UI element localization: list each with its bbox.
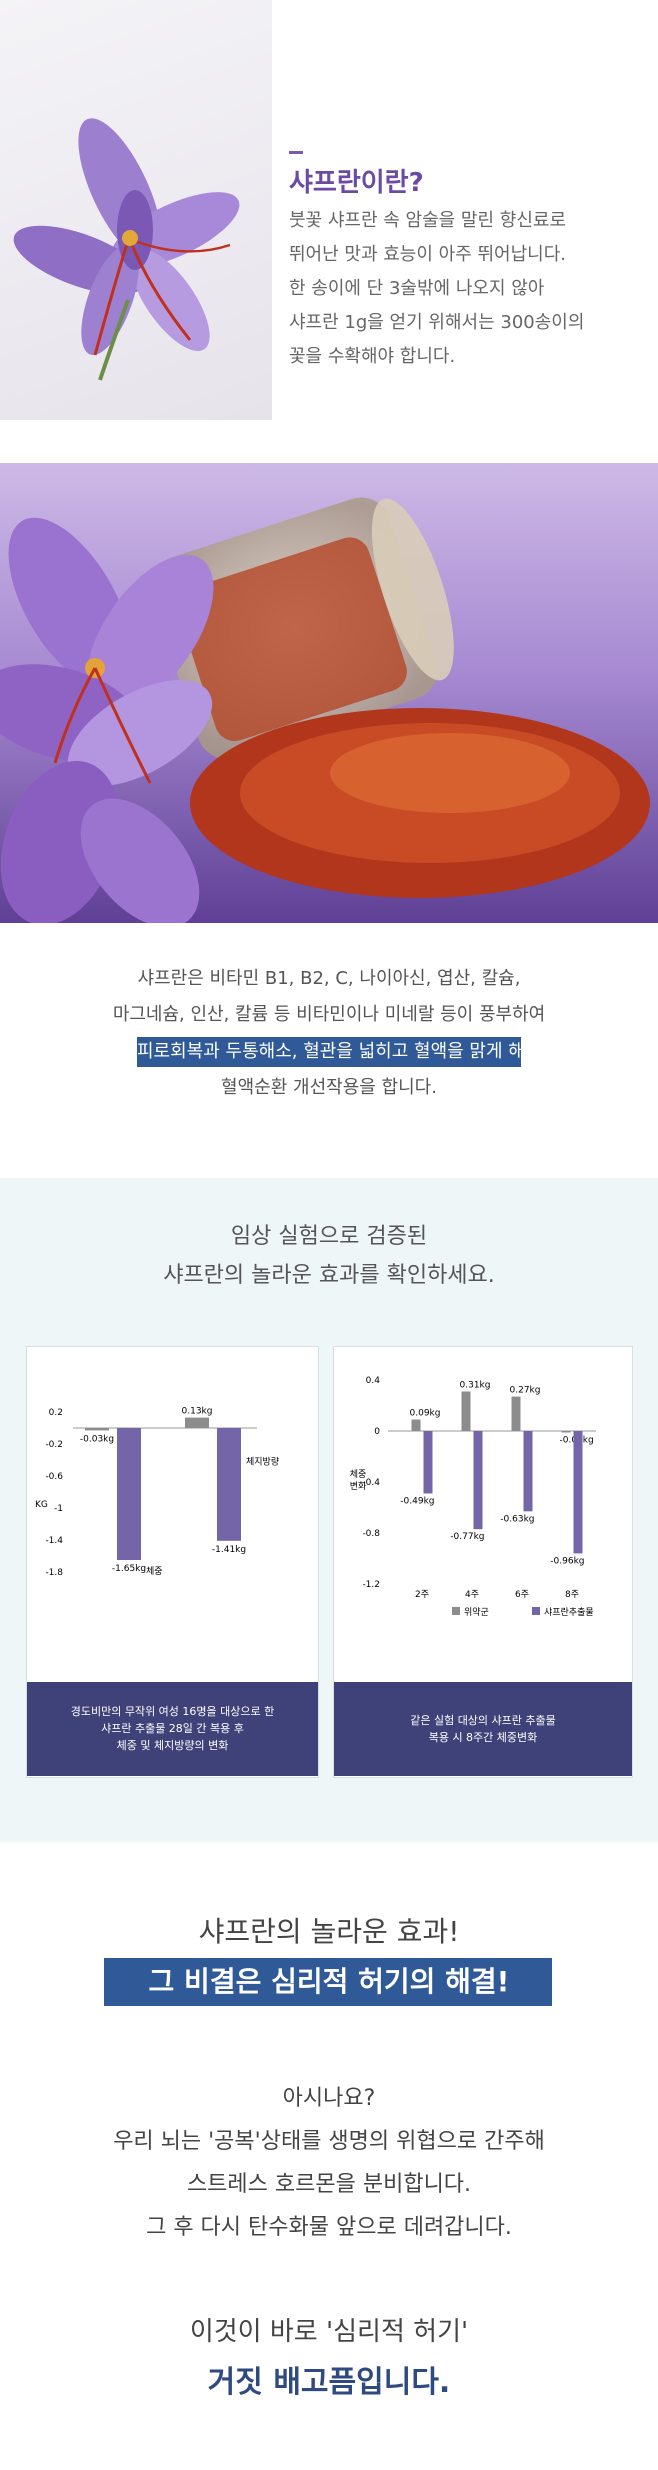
bar (473, 1431, 483, 1530)
body-line: 우리 뇌는 '공복'상태를 생명의 위협으로 간주해 (113, 2129, 545, 2154)
bar (85, 1428, 109, 1431)
caption-line: 경도비만의 무작위 여성 16명을 대상으로 한 (70, 1705, 275, 1718)
data-label: 0.13kg (182, 1407, 213, 1417)
y-tick-label: -0.4 (362, 1478, 380, 1488)
y-tick-label: 0.2 (49, 1408, 63, 1418)
bar (185, 1417, 209, 1428)
nutrients-line: 마그네슘, 인산, 칼륨 등 비타민이나 미네랄 등이 풍부하여 (112, 1004, 546, 1025)
body-line: 그 후 다시 탄수화물 앞으로 데려갑니다. (146, 2215, 512, 2240)
nutrients-line: 혈액순환 개선작용을 합니다. (221, 1077, 437, 1098)
weekly-weight-chart-svg: 0.4 0 -0.4 -0.8 -1.2 체중변화 0.09kg -0.49kg 2주 0.31k… (350, 1376, 596, 1618)
effect-banner-bg (104, 1958, 552, 2006)
caption-line: 샤프란 추출물 28일 간 복용 후 (101, 1722, 244, 1735)
body-line: 스트레스 호르몬을 분비합니다. (186, 2172, 472, 2197)
series-name: 체중 (146, 1566, 163, 1577)
bar (511, 1396, 521, 1431)
data-label: -0.96kg (550, 1556, 584, 1566)
title-accent-bar (289, 151, 303, 154)
x-tick-label: 6주 (515, 1589, 529, 1600)
effect-line: 샤프란의 놀라운 효과! (198, 1915, 460, 1948)
y-axis-label: KG (35, 1500, 48, 1510)
data-label: 0.31kg (460, 1380, 491, 1390)
bar (411, 1419, 421, 1431)
nutrients-line: 샤프란은 비타민 B1, B2, C, 나이아신, 엽산, 칼슘, (137, 968, 521, 989)
intro-line: 한 송이에 단 3술밖에 나오지 않아 (289, 278, 545, 299)
y-axis-label: 변화 (350, 1481, 367, 1492)
caption-line: 체중 및 체지방량의 변화 (116, 1739, 229, 1752)
data-label: -0.03kg (80, 1434, 114, 1444)
bar (423, 1431, 433, 1494)
y-tick-label: -1.2 (362, 1580, 380, 1590)
y-tick-label: -0.6 (45, 1472, 63, 1482)
weekly-weight-chart: 0.4 0 -0.4 -0.8 -1.2 체중 변화 0.09kg -0.49kg 2주 0.31k… (333, 1346, 633, 1778)
y-tick-label: -0.8 (362, 1529, 380, 1539)
series-name: 체지방량 (246, 1455, 279, 1467)
study-heading: 임상 실험으로 검증된 (230, 1224, 428, 1249)
nutrients-highlight-bg (137, 1037, 521, 1067)
data-label: -1.41kg (212, 1545, 246, 1555)
y-tick-label: -1.4 (45, 1536, 63, 1546)
nutrients-highlight: 피로회복과 두통해소, 혈관을 넓히고 혈액을 맑게 해 (137, 1041, 525, 1062)
data-label: -0.49kg (400, 1496, 434, 1506)
y-tick-label: -0.2 (45, 1440, 63, 1450)
y-tick-label: -1 (54, 1504, 63, 1514)
data-label: 0.09kg (410, 1409, 441, 1419)
y-tick-label: 0 (374, 1427, 380, 1437)
saffron-jar-image (0, 463, 658, 923)
x-tick-label: 8주 (565, 1589, 579, 1600)
bar (217, 1428, 241, 1541)
bar (561, 1431, 571, 1433)
legend-swatch (452, 1607, 460, 1615)
intro-line: 붓꽃 샤프란 속 암술을 말린 향신료로 (289, 210, 567, 231)
effect-banner: 그 비결은 심리적 허기의 해결! (148, 1965, 510, 1998)
weight-fat-chart-svg: 0.2 -0.2 -0.6 -1 -1.4 -1.8 KG -0.03kg -1.65kg 체중 0… (35, 1407, 279, 1578)
caption-line: 같은 실험 대상의 샤프란 추출물 (410, 1714, 556, 1727)
intro-line: 뛰어난 맛과 효능이 아주 뛰어납니다. (289, 244, 567, 265)
data-label: -1.65kg (112, 1564, 146, 1574)
data-label: -0.77kg (450, 1532, 484, 1542)
intro-line: 꽃을 수확해야 합니다. (289, 346, 456, 367)
bar (117, 1428, 141, 1560)
closing-line: 이것이 바로 '심리적 허기' (189, 2317, 469, 2347)
chart2-caption: 같은 실험 대상의 샤프란 추출물 복용 시 8주간 체중변화 (334, 1682, 632, 1776)
y-tick-label: -1.8 (45, 1568, 63, 1578)
intro-line: 샤프란 1g을 얻기 위해서는 300송이의 (289, 312, 585, 333)
legend-swatch (532, 1607, 540, 1615)
legend-label: 샤프란추출물 (544, 1606, 594, 1618)
chart1-caption: 경도비만의 무작위 여성 16명을 대상으로 한 샤프란 추출물 28일 간 복… (27, 1682, 318, 1776)
legend-label: 위약군 (464, 1606, 489, 1618)
data-label: -0.63kg (500, 1514, 534, 1524)
body-line: 아시나요? (282, 2086, 376, 2111)
data-label: 0.27kg (510, 1386, 541, 1396)
x-tick-label: 2주 (415, 1589, 429, 1600)
saffron-flower-image (0, 0, 272, 420)
bar (573, 1431, 583, 1554)
weight-fat-chart: 0.2 -0.2 -0.6 -1 -1.4 -1.8 KG -0.03kg -1.65kg 체중 0… (26, 1346, 319, 1778)
intro-title: 샤프란이란? (289, 168, 424, 198)
caption-line: 복용 시 8주간 체중변화 (428, 1731, 538, 1744)
closing-emphasis: 거짓 배고픔입니다. (207, 2365, 451, 2400)
x-tick-label: 4주 (465, 1589, 479, 1600)
y-axis-label: 체중 (350, 1469, 367, 1480)
y-tick-label: 0.4 (366, 1376, 381, 1386)
study-heading: 샤프란의 놀라운 효과를 확인하세요. (163, 1263, 495, 1288)
bar (523, 1431, 533, 1512)
bar (461, 1391, 471, 1431)
